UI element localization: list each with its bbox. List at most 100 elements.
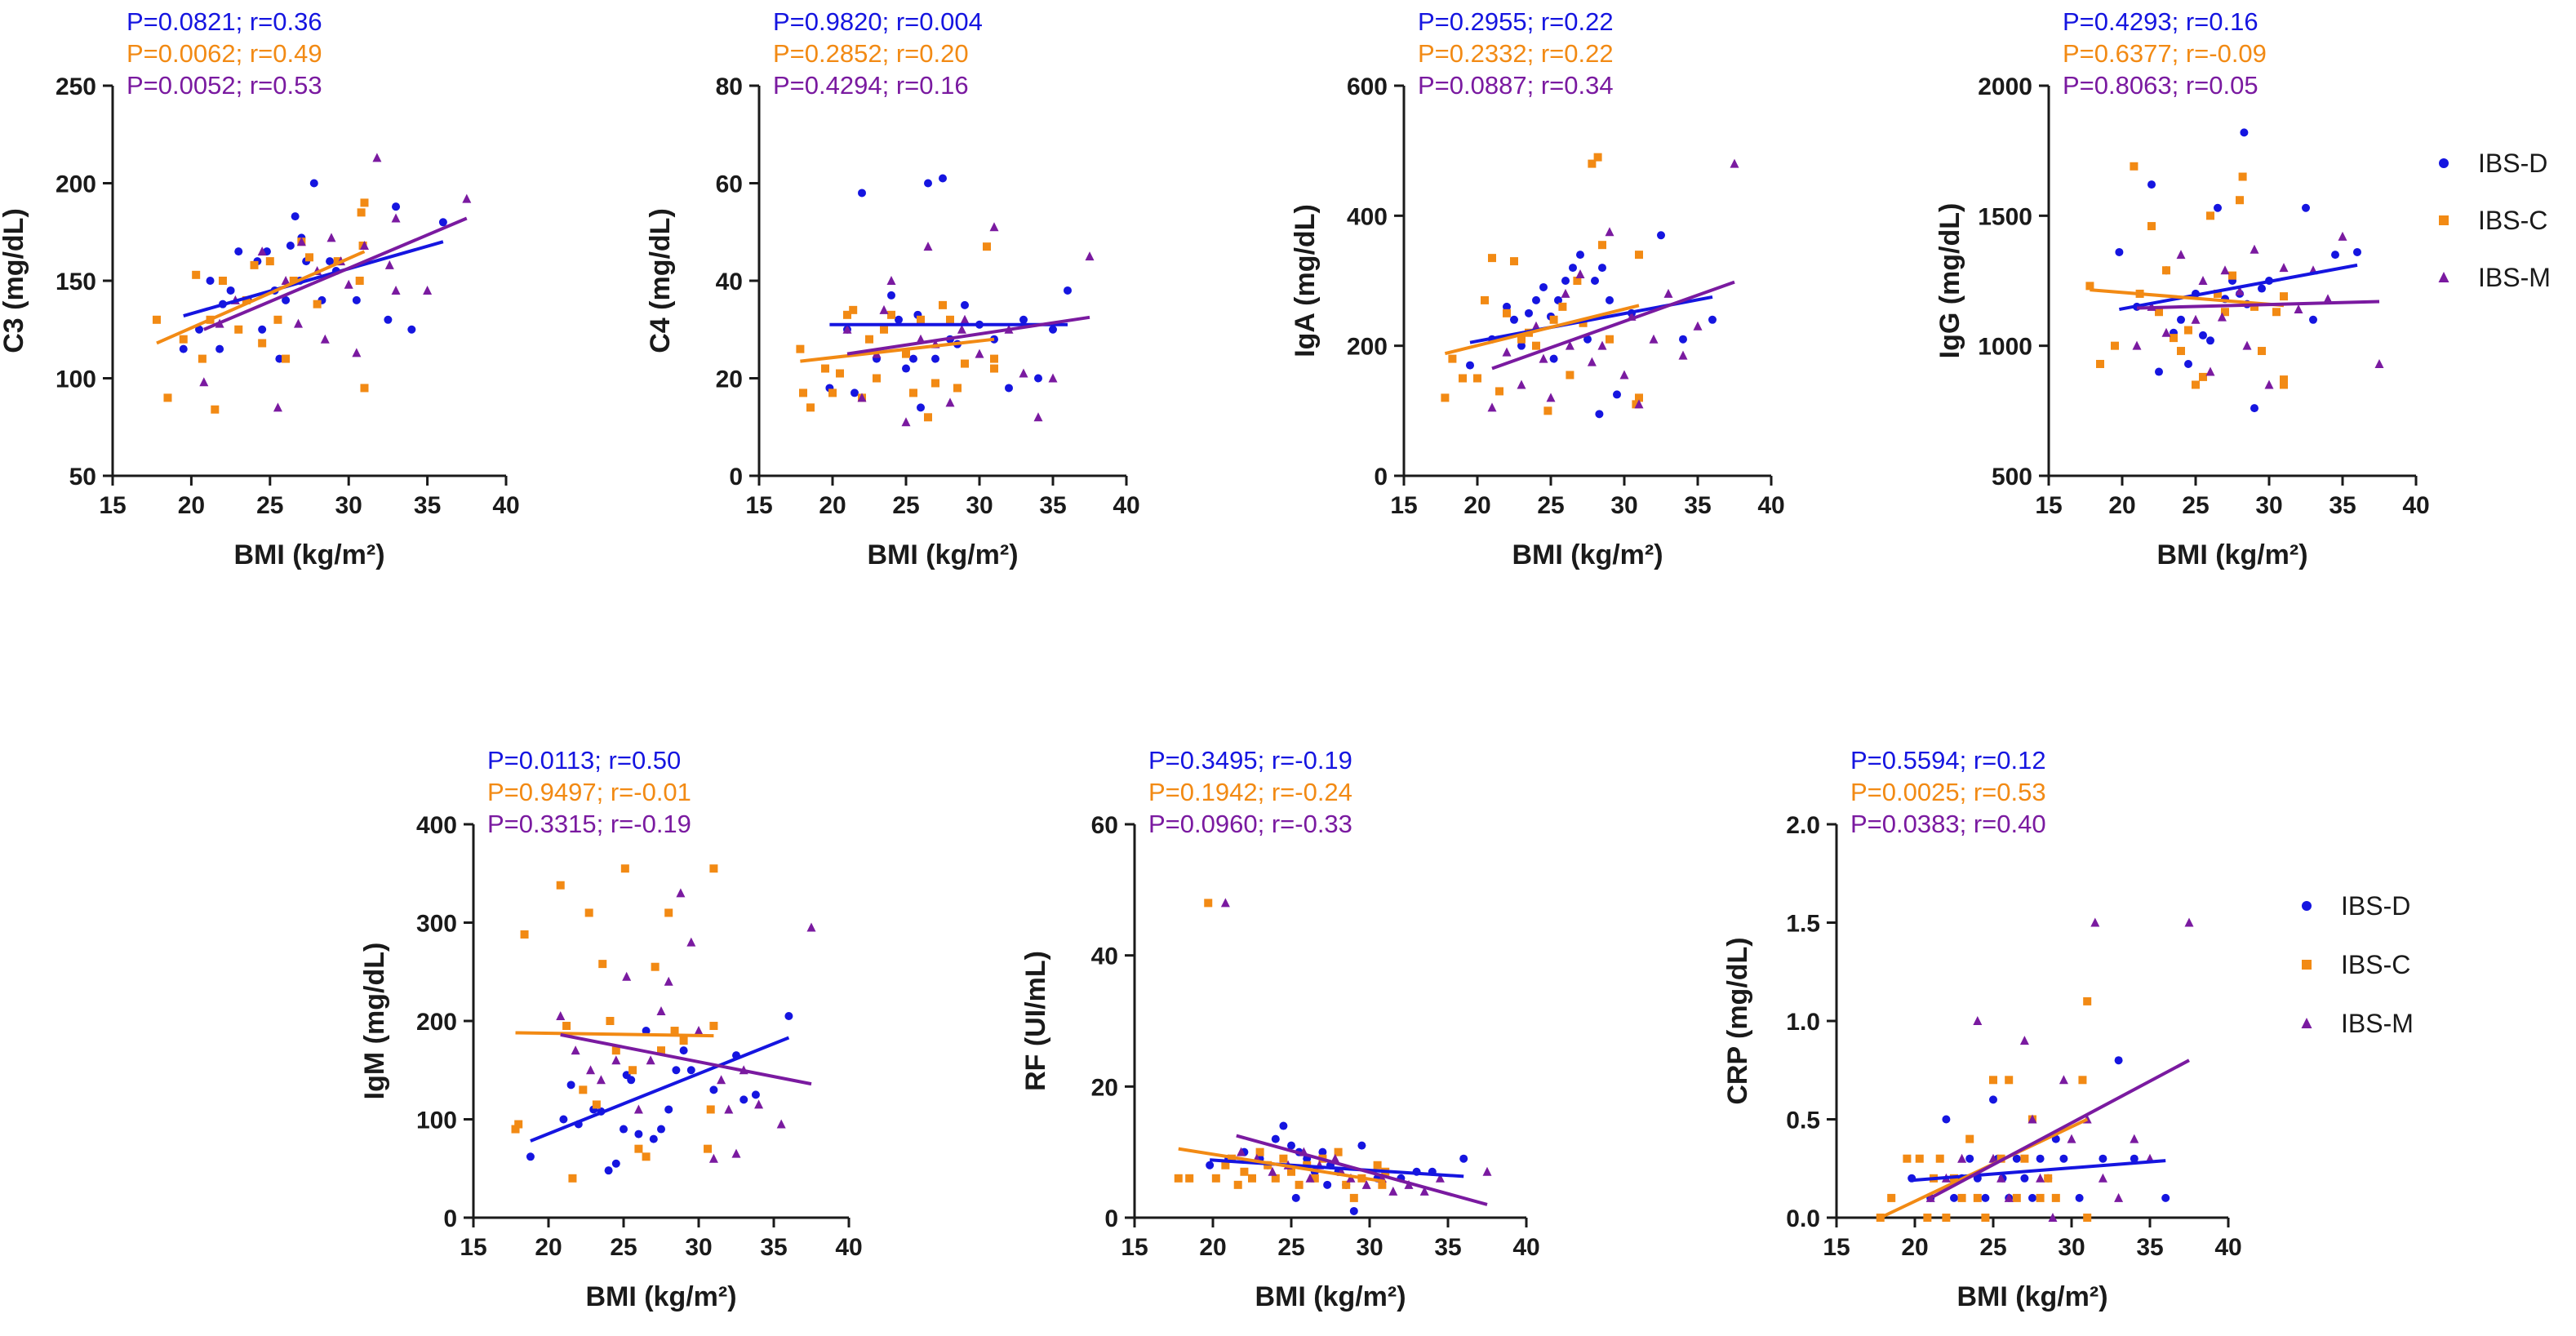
point-ibs-c — [333, 257, 342, 266]
point-ibs-d — [352, 295, 361, 304]
point-ibs-d — [2258, 284, 2266, 293]
chart-igm: P=0.0113; r=0.50 P=0.9497; r=-0.01 P=0.331… — [359, 746, 863, 1312]
x-tick-label: 40 — [492, 492, 519, 519]
point-ibs-d — [2099, 1154, 2107, 1163]
point-ibs-c — [849, 305, 858, 314]
point-ibs-c — [2236, 196, 2244, 205]
point-ibs-c — [2051, 1193, 2060, 1202]
point-ibs-c — [2162, 266, 2170, 275]
point-ibs-m — [724, 1104, 734, 1114]
fit-line-ibs-m — [203, 216, 468, 331]
point-ibs-c — [2147, 222, 2156, 231]
point-ibs-c — [1495, 387, 1503, 396]
point-ibs-d — [384, 315, 393, 324]
point-ibs-d — [1206, 1161, 1215, 1170]
point-ibs-d — [1679, 335, 1687, 344]
point-ibs-c — [2280, 375, 2288, 384]
point-ibs-c — [1632, 400, 1641, 409]
point-ibs-c — [1606, 335, 1614, 344]
stat-ibs-c: P=0.1942; r=-0.24 — [1148, 778, 1352, 806]
point-ibs-d — [1539, 282, 1548, 291]
stat-ibs-m: P=0.4294; r=0.16 — [773, 71, 969, 100]
point-ibs-m — [372, 153, 382, 162]
point-ibs-c — [1378, 1180, 1387, 1189]
point-ibs-d — [686, 1066, 695, 1075]
x-tick-label: 20 — [1901, 1234, 1928, 1261]
point-ibs-m — [2090, 917, 2100, 927]
y-tick-label: 250 — [56, 73, 96, 100]
stat-ibs-c: P=0.9497; r=-0.01 — [487, 778, 691, 806]
point-ibs-m — [1539, 353, 1548, 363]
point-ibs-c — [282, 354, 291, 363]
point-ibs-m — [2338, 231, 2347, 241]
point-ibs-c — [1349, 1193, 1358, 1202]
point-ibs-m — [1435, 1173, 1445, 1183]
point-ibs-m — [2098, 1173, 2107, 1183]
point-ibs-m — [2235, 286, 2245, 295]
point-ibs-c — [628, 1066, 637, 1075]
point-ibs-c — [2214, 289, 2222, 298]
fit-line-ibs-d — [1210, 1158, 1464, 1178]
point-ibs-m — [281, 276, 291, 285]
point-ibs-m — [717, 1075, 726, 1085]
point-ibs-m — [1565, 340, 1574, 350]
point-ibs-d — [1034, 374, 1042, 383]
y-axis-label: C3 (mg/dL) — [0, 208, 29, 353]
point-ibs-m — [462, 193, 472, 203]
legend-top-label-ibs-c: IBS-C — [2478, 206, 2547, 235]
point-ibs-d — [1287, 1141, 1295, 1150]
point-ibs-d — [1323, 1180, 1332, 1189]
point-ibs-m — [1678, 350, 1688, 360]
point-ibs-c — [1334, 1147, 1343, 1156]
point-ibs-c — [1923, 1214, 1932, 1222]
point-ibs-d — [438, 218, 447, 227]
x-axis-label: BMI (kg/m²) — [1512, 539, 1663, 570]
y-tick-label: 20 — [716, 366, 743, 393]
point-ibs-d — [1598, 264, 1606, 273]
point-ibs-m — [2132, 340, 2142, 350]
point-ibs-d — [2130, 1154, 2139, 1163]
point-ibs-c — [939, 300, 947, 309]
x-axis-label: BMI (kg/m²) — [1956, 1281, 2107, 1312]
point-ibs-c — [961, 359, 969, 368]
point-ibs-m — [1487, 402, 1497, 412]
point-ibs-m — [806, 922, 816, 932]
point-ibs-c — [946, 315, 954, 324]
point-ibs-c — [1503, 308, 1511, 317]
legend-top-label-ibs-d: IBS-D — [2478, 149, 2547, 178]
point-ibs-c — [1957, 1193, 1966, 1202]
point-ibs-m — [694, 1026, 704, 1036]
stat-ibs-m: P=0.0887; r=0.34 — [1418, 71, 1614, 100]
point-ibs-m — [2114, 1192, 2124, 1202]
point-ibs-d — [895, 315, 903, 324]
point-ibs-m — [960, 314, 970, 324]
point-ibs-c — [2280, 380, 2288, 389]
point-ibs-d — [2199, 331, 2207, 340]
point-ibs-d — [672, 1066, 681, 1075]
y-tick-label: 1500 — [1978, 203, 2032, 230]
point-ibs-m — [2191, 314, 2201, 324]
point-ibs-c — [664, 908, 673, 917]
point-ibs-d — [2075, 1193, 2084, 1202]
point-ibs-d — [2114, 1056, 2123, 1065]
y-tick-label: 300 — [416, 911, 457, 938]
point-ibs-c — [218, 277, 227, 285]
y-tick-label: 100 — [416, 1107, 457, 1134]
legend-bottom-label-ibs-d: IBS-D — [2341, 891, 2410, 921]
point-ibs-c — [1373, 1161, 1382, 1170]
x-tick-label: 30 — [2255, 492, 2282, 519]
point-ibs-c — [917, 315, 925, 324]
point-ibs-c — [192, 270, 201, 279]
point-ibs-m — [2205, 366, 2215, 376]
point-ibs-c — [1441, 393, 1450, 402]
point-ibs-d — [961, 300, 969, 309]
point-ibs-d — [2309, 315, 2317, 324]
point-ibs-c — [2199, 372, 2207, 381]
point-ibs-c — [1965, 1134, 1974, 1143]
point-ibs-d — [620, 1125, 628, 1134]
legend-bottom-label-ibs-c: IBS-C — [2341, 950, 2410, 979]
point-ibs-c — [990, 364, 998, 373]
point-ibs-c — [2272, 308, 2281, 317]
point-ibs-c — [1973, 1193, 1982, 1202]
